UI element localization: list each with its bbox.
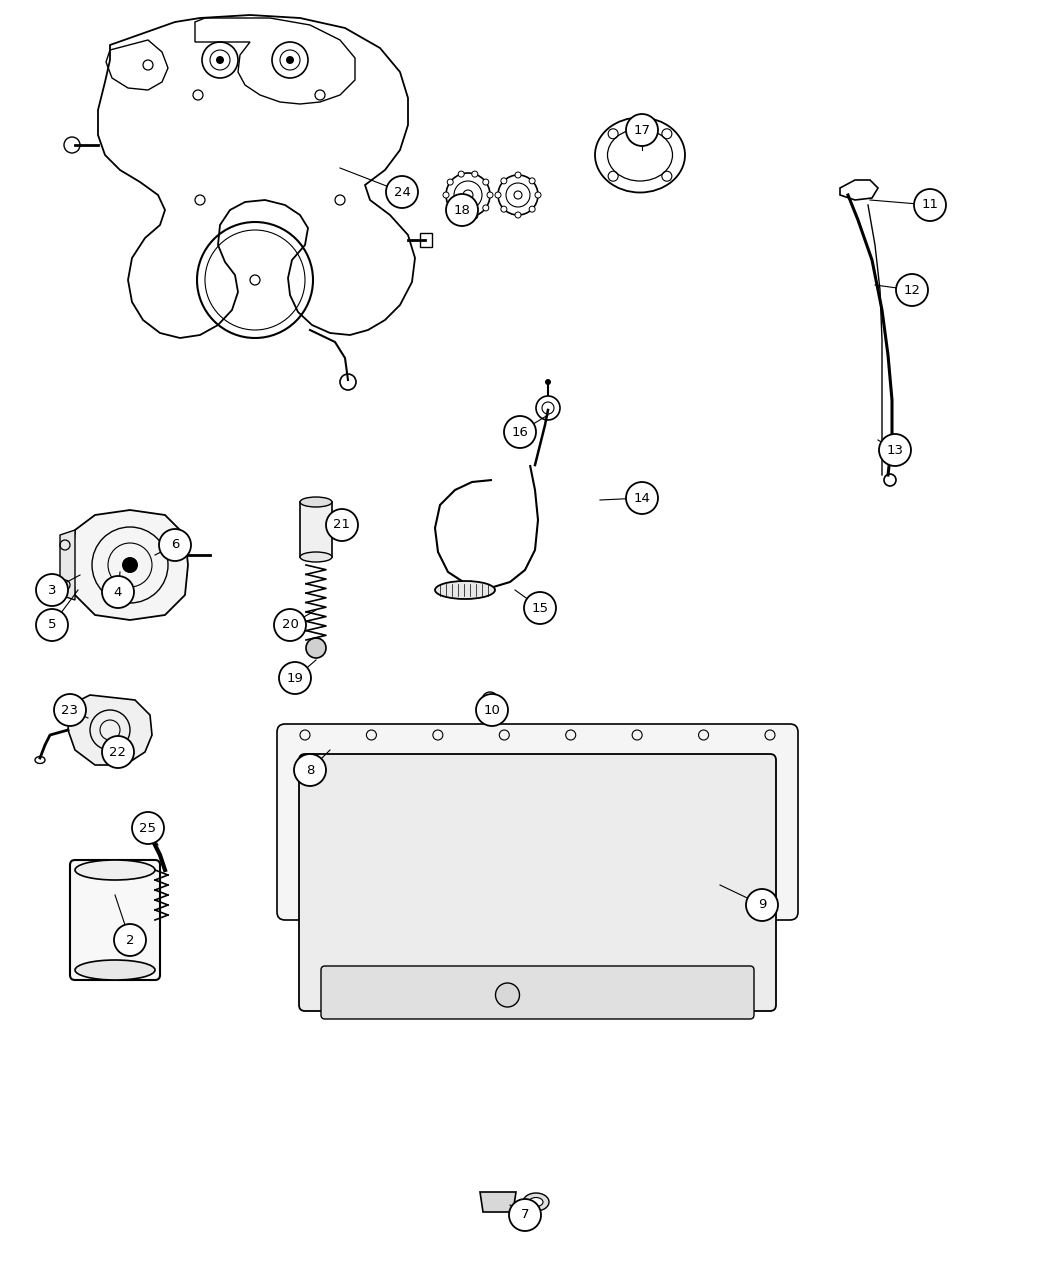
Circle shape xyxy=(132,812,164,844)
Polygon shape xyxy=(480,1191,515,1212)
Circle shape xyxy=(36,609,68,641)
Circle shape xyxy=(545,379,551,384)
Ellipse shape xyxy=(300,497,332,507)
Bar xyxy=(420,232,432,246)
Circle shape xyxy=(896,275,928,306)
Circle shape xyxy=(216,56,224,64)
FancyBboxPatch shape xyxy=(277,724,798,919)
FancyBboxPatch shape xyxy=(321,965,754,1019)
Circle shape xyxy=(102,576,134,608)
Text: 21: 21 xyxy=(333,518,350,531)
Circle shape xyxy=(326,510,358,541)
Circle shape xyxy=(626,481,658,515)
Text: 4: 4 xyxy=(114,585,122,599)
Circle shape xyxy=(501,178,507,184)
Circle shape xyxy=(476,693,508,727)
Ellipse shape xyxy=(75,960,155,979)
Bar xyxy=(300,502,332,557)
Circle shape xyxy=(486,696,494,704)
Text: 10: 10 xyxy=(484,704,501,716)
Ellipse shape xyxy=(529,1198,543,1207)
Circle shape xyxy=(495,983,520,1008)
Ellipse shape xyxy=(523,1193,549,1211)
Circle shape xyxy=(529,178,535,184)
Circle shape xyxy=(279,661,311,693)
Circle shape xyxy=(509,1199,541,1231)
Text: 19: 19 xyxy=(286,672,303,684)
Circle shape xyxy=(443,192,449,198)
Text: 6: 6 xyxy=(170,539,179,552)
Text: 5: 5 xyxy=(47,618,56,632)
Circle shape xyxy=(306,638,326,658)
Text: 2: 2 xyxy=(126,933,135,946)
Ellipse shape xyxy=(75,859,155,880)
Text: 22: 22 xyxy=(109,746,126,759)
Circle shape xyxy=(471,213,478,218)
Circle shape xyxy=(504,416,537,448)
Polygon shape xyxy=(60,530,75,600)
Text: 25: 25 xyxy=(140,821,157,834)
Text: 16: 16 xyxy=(511,425,528,438)
Circle shape xyxy=(386,176,418,208)
Ellipse shape xyxy=(434,581,495,599)
Circle shape xyxy=(535,192,541,198)
Circle shape xyxy=(879,434,911,466)
Circle shape xyxy=(495,192,501,198)
Text: 24: 24 xyxy=(393,185,410,198)
Circle shape xyxy=(64,137,80,153)
Text: 17: 17 xyxy=(633,124,650,137)
Text: 15: 15 xyxy=(531,601,548,614)
Text: 9: 9 xyxy=(757,899,766,912)
Circle shape xyxy=(459,213,464,218)
Circle shape xyxy=(515,172,521,178)
Text: 8: 8 xyxy=(306,764,315,776)
Polygon shape xyxy=(68,695,151,765)
Text: 13: 13 xyxy=(887,443,904,456)
Circle shape xyxy=(159,529,191,561)
Text: 7: 7 xyxy=(521,1208,529,1222)
Circle shape xyxy=(914,189,946,221)
Circle shape xyxy=(114,925,146,956)
Text: 20: 20 xyxy=(282,618,299,632)
Circle shape xyxy=(483,179,489,185)
Circle shape xyxy=(483,204,489,211)
Text: 12: 12 xyxy=(904,283,920,296)
Circle shape xyxy=(102,736,134,767)
Circle shape xyxy=(274,609,306,641)
Circle shape xyxy=(54,693,86,727)
Circle shape xyxy=(447,204,453,211)
Circle shape xyxy=(294,753,326,787)
Circle shape xyxy=(446,194,478,226)
Text: 18: 18 xyxy=(453,203,470,217)
Text: 11: 11 xyxy=(922,198,938,212)
Circle shape xyxy=(36,573,68,607)
Ellipse shape xyxy=(300,552,332,562)
Circle shape xyxy=(447,179,453,185)
Circle shape xyxy=(746,889,778,921)
Circle shape xyxy=(122,557,138,573)
Text: 23: 23 xyxy=(61,704,79,716)
Circle shape xyxy=(471,171,478,178)
Circle shape xyxy=(529,206,535,212)
Text: 3: 3 xyxy=(47,584,56,596)
Circle shape xyxy=(459,171,464,178)
FancyBboxPatch shape xyxy=(70,859,160,979)
Circle shape xyxy=(626,114,658,146)
FancyBboxPatch shape xyxy=(299,753,776,1011)
Circle shape xyxy=(524,593,557,624)
Circle shape xyxy=(515,212,521,218)
Polygon shape xyxy=(72,510,188,621)
Circle shape xyxy=(487,192,493,198)
Circle shape xyxy=(501,206,507,212)
Circle shape xyxy=(286,56,294,64)
Text: 14: 14 xyxy=(633,492,650,504)
